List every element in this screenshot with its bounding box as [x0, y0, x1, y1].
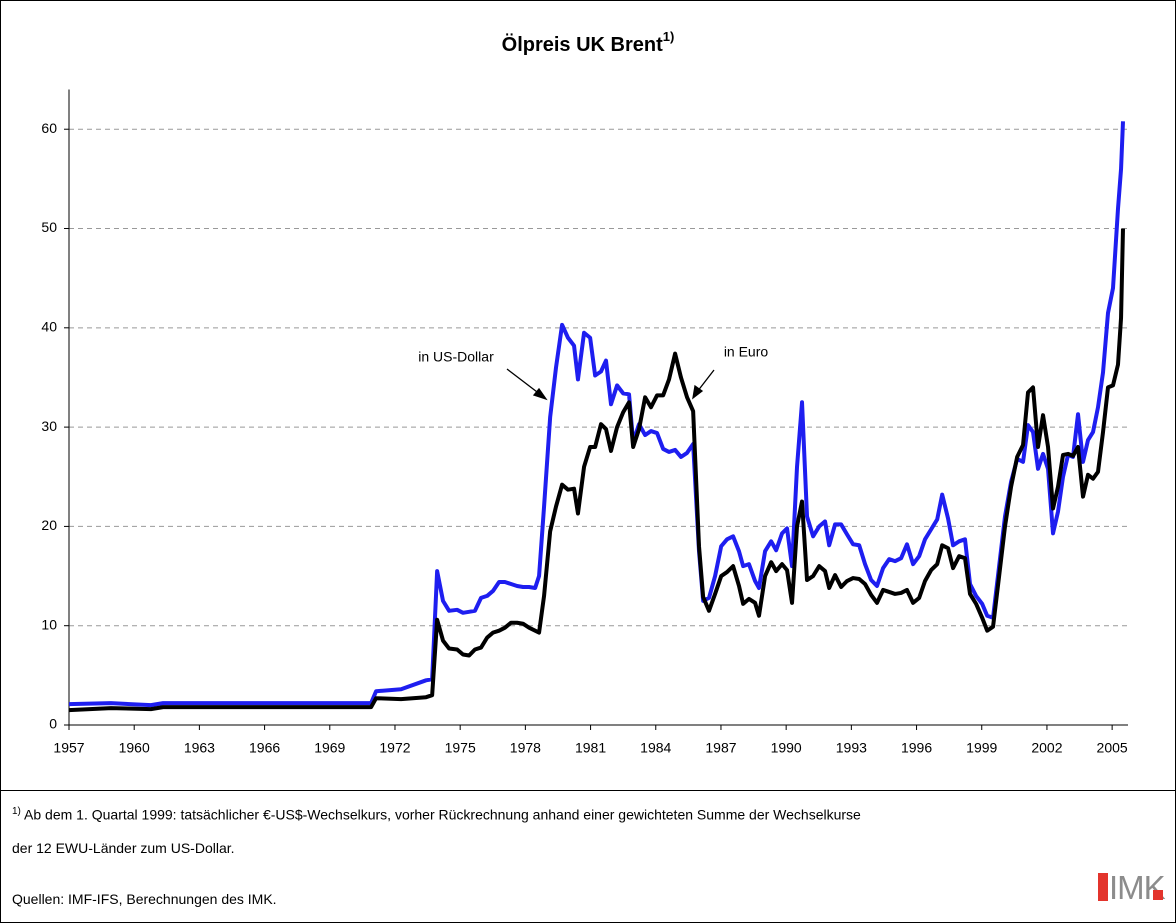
x-tick-label: 2005 — [1097, 740, 1128, 756]
logo: IMK — [1109, 869, 1166, 906]
arrow-head — [692, 384, 704, 400]
x-tick-label: 1990 — [771, 740, 802, 756]
annotation: in US-Dollar — [418, 349, 494, 365]
footnote-mark: 1) — [12, 806, 21, 817]
x-tick-label: 1996 — [901, 740, 932, 756]
x-tick-label: 1984 — [640, 740, 671, 756]
x-tick-label: 1969 — [314, 740, 345, 756]
y-tick-label: 40 — [41, 319, 57, 335]
x-tick-label: 1966 — [249, 740, 280, 756]
y-tick-label: 0 — [49, 716, 57, 732]
y-tick-label: 60 — [41, 120, 57, 136]
x-tick-label: 1960 — [119, 740, 150, 756]
footnote-text: der 12 EWU-Länder zum US-Dollar. — [12, 840, 235, 856]
chart-title-group: Ölpreis UK Brent1) — [502, 29, 675, 56]
arrow — [696, 369, 715, 393]
arrows — [506, 368, 715, 401]
x-tick-label: 1999 — [966, 740, 997, 756]
annotation: in Euro — [724, 344, 769, 360]
y-tick-label: 20 — [41, 517, 57, 533]
footnote-line: 1) Ab dem 1. Quartal 1999: tatsächlicher… — [12, 806, 861, 823]
x-tick-label: 1981 — [575, 740, 606, 756]
x-tick-label: 1963 — [184, 740, 215, 756]
x-tick-label: 2002 — [1031, 740, 1062, 756]
x-tick-label: 1978 — [510, 740, 541, 756]
title-note: 1) — [663, 29, 675, 44]
chart-title: Ölpreis UK Brent — [502, 33, 663, 56]
arrow-head — [532, 387, 548, 401]
y-tick-label: 30 — [41, 418, 57, 434]
footnote-text: Ab dem 1. Quartal 1999: tatsächlicher €-… — [24, 806, 861, 823]
y-tick-label: 50 — [41, 219, 57, 235]
logo-dot — [1153, 890, 1163, 900]
series-line — [68, 121, 1125, 708]
x-tick-label: 1987 — [705, 740, 736, 756]
logo-bar — [1098, 873, 1108, 901]
x-tick-label: 1972 — [379, 740, 410, 756]
chart: Ölpreis UK Brent1) in US-Dollar in Euro … — [41, 29, 1128, 756]
y-tick-label: 10 — [41, 616, 57, 632]
series-line — [68, 228, 1125, 713]
x-tick-label: 1993 — [836, 740, 867, 756]
divider — [1, 790, 1175, 791]
arrow — [506, 368, 542, 396]
x-tick-label: 1957 — [53, 740, 84, 756]
source: Quellen: IMF-IFS, Berechnungen des IMK. — [12, 891, 277, 907]
x-tick-label: 1975 — [445, 740, 476, 756]
